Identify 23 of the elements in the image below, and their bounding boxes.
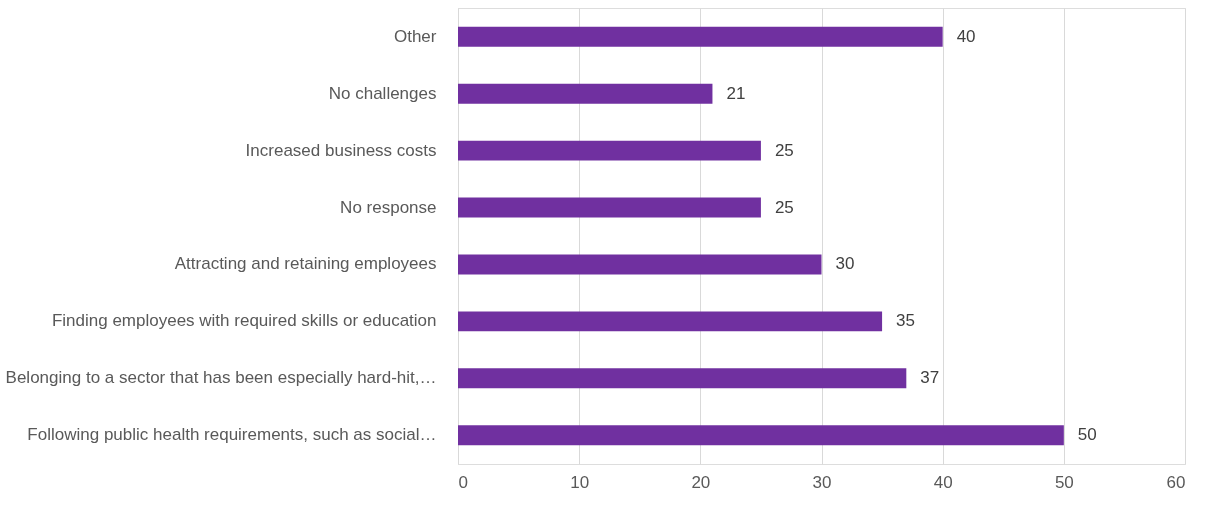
y-tick-label: Attracting and retaining employees [174,254,437,274]
y-tick-label: Following public health requirements, such as social… [27,425,437,445]
data-label: 50 [1077,425,1097,445]
x-tick-label: 0 [458,472,468,492]
data-label: 35 [896,311,916,331]
x-tick-label: 50 [1054,472,1074,492]
y-tick-label: No response [340,197,437,217]
data-label: 25 [774,140,794,160]
x-tick-label: 20 [691,472,711,492]
data-label: 30 [835,254,855,274]
data-label: 21 [726,83,746,103]
y-tick-label: Finding employees with required skills or education [51,311,437,331]
x-tick-label: 10 [570,472,590,492]
y-tick-label: Other [393,26,437,46]
x-tick-label: 60 [1166,472,1186,492]
data-label: 25 [774,197,794,217]
y-tick-label: Belonging to a sector that has been especially hard-hit,… [5,368,437,388]
data-label: 37 [920,368,940,388]
data-label: 40 [956,26,976,46]
y-tick-label: No challenges [328,83,437,103]
x-tick-label: 40 [933,472,953,492]
y-tick-label: Increased business costs [245,140,437,160]
x-tick-label: 30 [812,472,832,492]
